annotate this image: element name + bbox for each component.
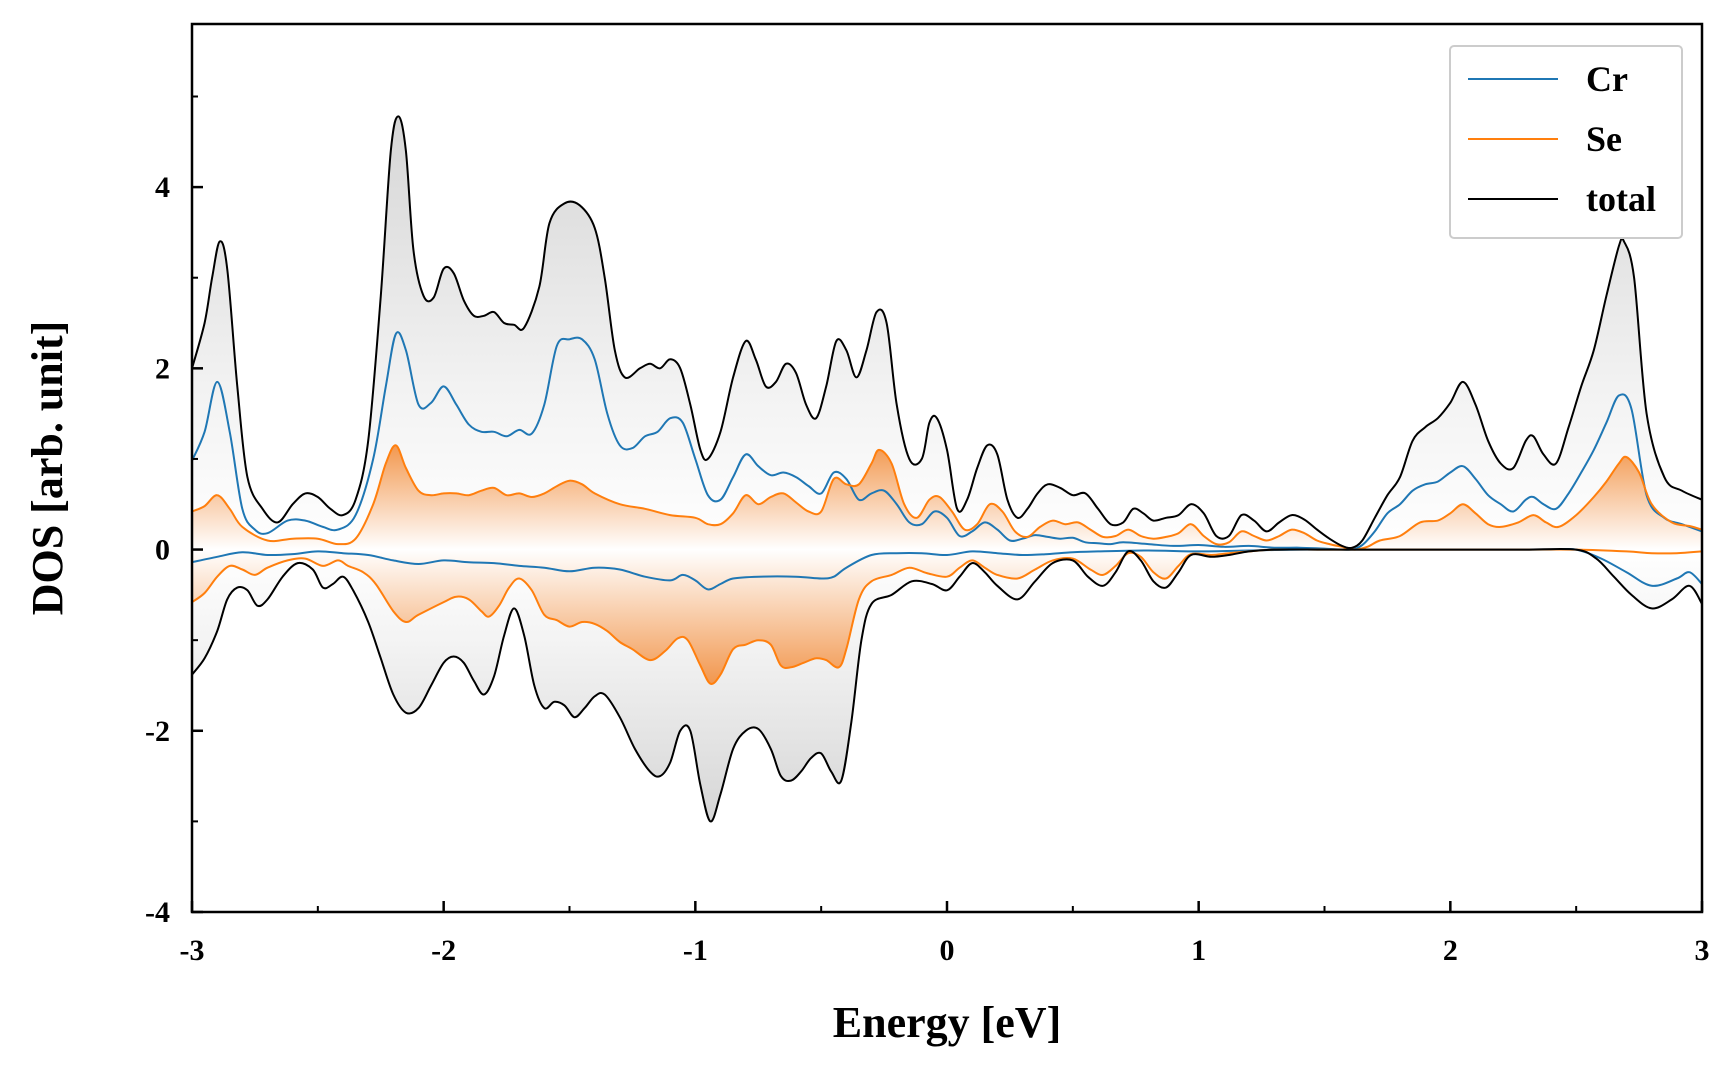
- y-axis-label: DOS [arb. unit]: [23, 321, 72, 616]
- x-tick-label: 3: [1695, 934, 1710, 967]
- se-spin-down-line: [192, 548, 1702, 685]
- legend-label-cr: Cr: [1586, 59, 1628, 99]
- se-spin-down-fill: [192, 549, 1702, 684]
- x-tick-label: -3: [180, 934, 205, 967]
- x-tick-label: 1: [1191, 934, 1206, 967]
- x-tick-label: -1: [683, 934, 708, 967]
- x-axis-label: Energy [eV]: [833, 998, 1062, 1047]
- x-tick-label: 0: [940, 934, 955, 967]
- legend-label-se: Se: [1586, 119, 1622, 159]
- legend: Cr Se total: [1449, 45, 1683, 239]
- x-axis-ticks: -3 -2 -1 0 1 2 3: [180, 901, 1710, 967]
- area-fills: [192, 116, 1702, 822]
- series-lines: [192, 115, 1702, 823]
- x-tick-label: 2: [1443, 934, 1458, 967]
- x-tick-label: -2: [431, 934, 456, 967]
- y-tick-label: 4: [155, 171, 170, 204]
- legend-box: [1449, 45, 1683, 239]
- total-spin-up-fill: [192, 116, 1702, 550]
- y-tick-label: -2: [145, 715, 170, 748]
- y-tick-label: -4: [145, 896, 170, 929]
- total-spin-up-line: [192, 115, 1702, 550]
- y-tick-label: 0: [155, 534, 170, 567]
- se-spin-up-line: [192, 444, 1702, 551]
- total-spin-down-line: [192, 547, 1702, 823]
- y-tick-label: 2: [155, 352, 170, 385]
- cr-spin-up-line: [192, 331, 1702, 551]
- legend-label-total: total: [1586, 179, 1656, 219]
- se-spin-up-fill: [192, 445, 1702, 550]
- y-axis-ticks: -4 -2 0 2 4: [145, 95, 203, 929]
